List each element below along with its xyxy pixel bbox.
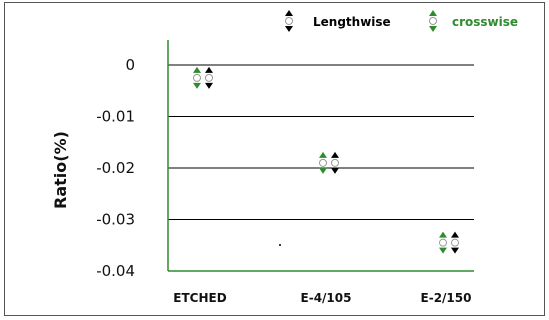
legend-lengthwise-label: Lengthwise	[313, 15, 391, 29]
gridlines	[168, 64, 474, 220]
y-axis-label: Ratio(%)	[51, 131, 70, 209]
x-category-labels: ETCHED E-4/105 E-2/150	[173, 291, 471, 305]
data-point-crosswise	[439, 231, 447, 254]
y-tick-label: 0	[125, 56, 135, 74]
data-point-lengthwise	[451, 231, 459, 254]
legend-marker-shape	[429, 10, 437, 32]
y-tick-label: -0.01	[96, 108, 135, 126]
legend-crosswise-label: crosswise	[452, 15, 518, 29]
x-category-label: ETCHED	[173, 291, 226, 305]
data-point-crosswise	[319, 151, 327, 174]
data-point-lengthwise	[331, 151, 339, 174]
data-points	[193, 66, 459, 254]
y-tick-label: -0.02	[96, 159, 135, 177]
y-tick-labels: 0 -0.01 -0.02 -0.03 -0.04	[96, 56, 135, 280]
legend-marker-shape	[285, 10, 293, 32]
y-tick-label: -0.03	[96, 211, 135, 229]
x-category-label: E-4/105	[301, 291, 352, 305]
chart-frame	[4, 2, 545, 316]
legend-lengthwise-marker-icon	[285, 10, 293, 32]
stray-dot	[279, 244, 281, 246]
legend: Lengthwise crosswise	[285, 10, 518, 32]
data-point-lengthwise	[205, 66, 213, 89]
data-point-crosswise	[193, 66, 201, 89]
x-category-label: E-2/150	[421, 291, 472, 305]
legend-crosswise-marker-icon	[429, 10, 437, 32]
y-tick-label: -0.04	[96, 262, 135, 280]
